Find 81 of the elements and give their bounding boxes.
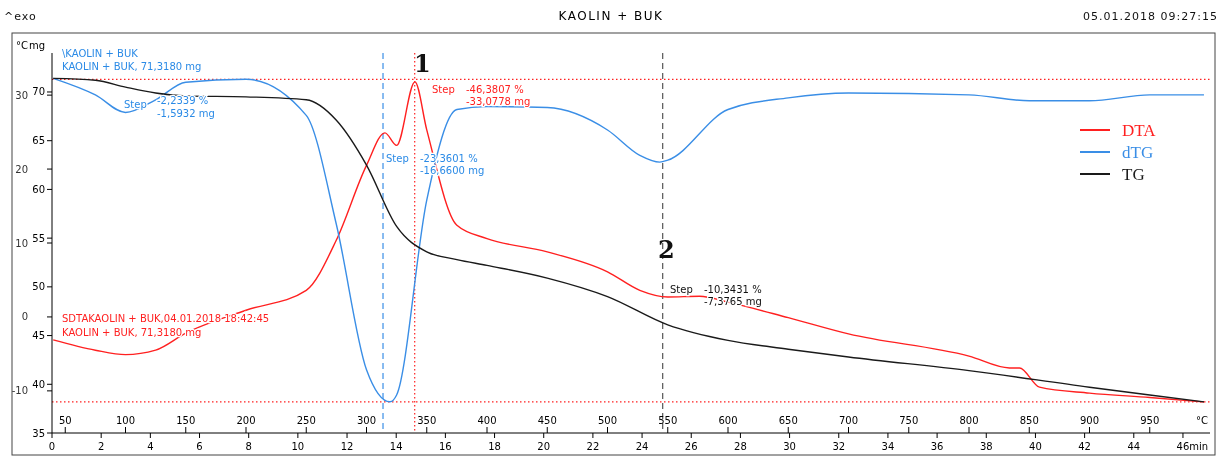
y2-axis-title: °C [16, 40, 29, 51]
x2-tick-label: 8 [245, 441, 252, 452]
x2-tick-label: 40 [1029, 441, 1042, 452]
x2-tick-label: 42 [1078, 441, 1091, 452]
y-tick-label: 55 [32, 232, 45, 244]
legend-label: TG [1122, 164, 1145, 184]
y-tick-label: 50 [32, 281, 45, 293]
x-tick-label: 550 [658, 415, 678, 426]
y2-tick-label: -10 [11, 385, 28, 397]
x2-tick-label: 6 [196, 441, 203, 452]
x2-tick-label: 26 [684, 441, 698, 452]
legend-label: dTG [1122, 142, 1154, 162]
legend-label: DTA [1122, 120, 1157, 140]
x-tick-label: 600 [718, 415, 738, 426]
x-tick-label: 200 [236, 415, 256, 426]
y2-tick-label: 10 [15, 237, 28, 249]
annotation: Step [670, 284, 693, 295]
x-tick-label: 500 [597, 415, 618, 426]
x2-tick-label: 18 [488, 441, 501, 452]
annotation: -33,0778 mg [466, 96, 531, 107]
annotation: \KAOLIN + BUK [62, 48, 139, 59]
y2-tick-label: 0 [21, 311, 28, 323]
y2-tick-label: 30 [15, 89, 28, 101]
x2-tick-label: 10 [291, 441, 305, 452]
x-axis-title: °C [1196, 415, 1209, 426]
x-tick-label: 850 [1019, 415, 1039, 426]
x-tick-label: 950 [1140, 415, 1160, 426]
x2-tick-label: 24 [635, 441, 649, 452]
y-tick-label: 45 [32, 330, 45, 342]
x-tick-label: 100 [115, 415, 136, 426]
annotation: KAOLIN + BUK, 71,3180 mg [62, 61, 202, 72]
x2-tick-label: 4 [147, 441, 154, 452]
annotation: KAOLIN + BUK, 71,3180 mg [62, 327, 202, 338]
x-tick-label: 800 [959, 415, 979, 426]
x-tick-label: 900 [1079, 415, 1100, 426]
x2-tick-label: 30 [783, 441, 796, 452]
x-tick-label: 150 [176, 415, 196, 426]
annotation: -46,3807 % [466, 84, 524, 95]
x-tick-label: 50 [58, 415, 72, 426]
y-tick-label: 65 [32, 135, 45, 147]
x2-tick-label: 0 [48, 441, 56, 452]
y-tick-label: 35 [32, 427, 45, 439]
x2-axis-title: min [1189, 441, 1208, 452]
x2-tick-label: 22 [586, 441, 600, 452]
x2-tick-label: 28 [734, 441, 747, 452]
x-tick-label: 400 [477, 415, 497, 426]
x2-tick-label: 32 [832, 441, 846, 452]
text: ^exo [4, 10, 37, 23]
annotation: 2 [658, 235, 675, 264]
x2-tick-label: 20 [537, 441, 551, 452]
x2-tick-label: 34 [881, 441, 895, 452]
x-tick-label: 650 [778, 415, 798, 426]
annotation: -1,5932 mg [157, 108, 215, 119]
annotation: Step [124, 99, 147, 110]
x2-tick-label: 16 [439, 441, 452, 452]
x2-tick-label: 14 [389, 441, 403, 452]
annotation: Step [432, 84, 455, 95]
annotation: -10,3431 % [704, 284, 762, 295]
x-tick-label: 450 [537, 415, 557, 426]
x2-tick-label: 12 [340, 441, 354, 452]
annotation: SDTAKAOLIN + BUK,04.01.2018 18:42:45 [62, 313, 270, 324]
y-tick-label: 60 [32, 183, 45, 195]
x-tick-label: 700 [838, 415, 859, 426]
y-tick-label: 40 [32, 378, 45, 390]
y-tick-label: 70 [32, 86, 45, 98]
x-tick-label: 300 [356, 415, 377, 426]
x2-tick-label: 38 [979, 441, 993, 452]
x2-tick-label: 2 [97, 441, 105, 452]
y-axis-title: mg [28, 40, 45, 51]
x-tick-label: 250 [296, 415, 316, 426]
x-tick-label: 750 [899, 415, 919, 426]
annotation: 1 [414, 49, 431, 78]
annotation: -2,2339 % [157, 95, 209, 106]
x2-tick-label: 46 [1176, 441, 1190, 452]
x-tick-label: 350 [417, 415, 437, 426]
text: 05.01.2018 09:27:15 [1083, 10, 1218, 23]
x2-tick-label: 36 [930, 441, 944, 452]
chart-title: KAOLIN + BUK [558, 9, 664, 23]
x2-tick-label: 44 [1127, 441, 1141, 452]
annotation: Step [386, 153, 409, 164]
y2-tick-label: 20 [15, 163, 28, 175]
